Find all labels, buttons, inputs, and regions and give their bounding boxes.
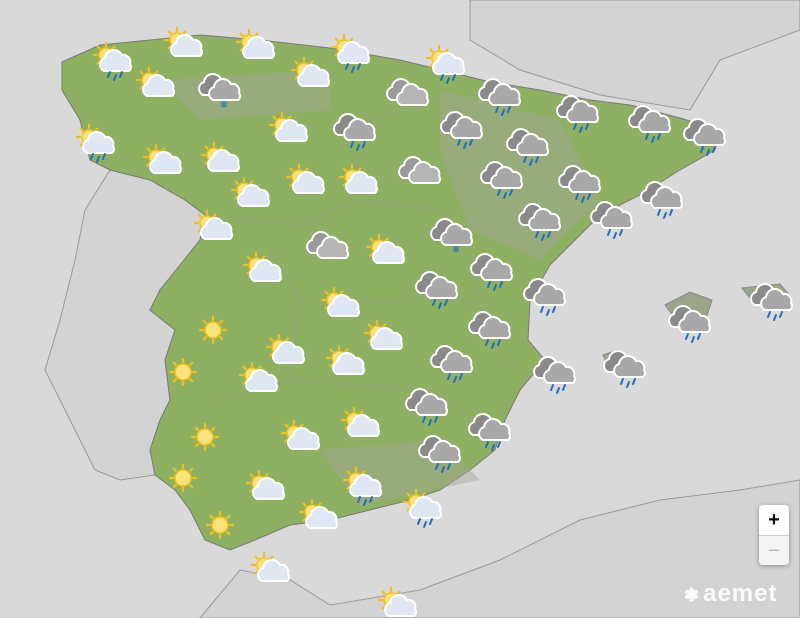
zoom-out-button[interactable]: − bbox=[759, 535, 789, 565]
cloud-rain-icon[interactable] bbox=[603, 350, 646, 388]
sun-cloud-icon[interactable] bbox=[200, 141, 240, 172]
sun-cloud-rain-icon[interactable] bbox=[425, 44, 465, 84]
sun-cloud-icon[interactable] bbox=[163, 26, 203, 57]
zoom-control: + − bbox=[759, 505, 789, 565]
sun-cloud-icon[interactable] bbox=[298, 498, 338, 529]
cloud-rain-icon[interactable] bbox=[558, 165, 601, 203]
cloud-rain-icon[interactable] bbox=[518, 203, 561, 241]
cloud-rain-icon[interactable] bbox=[480, 161, 523, 199]
cloud-rain-icon[interactable] bbox=[556, 95, 599, 133]
cloud-rain-icon[interactable] bbox=[478, 78, 521, 116]
sun-cloud-rain-icon[interactable] bbox=[330, 33, 370, 73]
sun-icon[interactable] bbox=[198, 315, 228, 345]
sun-cloud-rain-icon[interactable] bbox=[342, 466, 382, 506]
cloud-snow-icon[interactable]: ❄ bbox=[198, 73, 241, 111]
cloud-icon[interactable] bbox=[386, 78, 429, 106]
sun-cloud-icon[interactable] bbox=[338, 163, 378, 194]
sun-cloud-icon[interactable] bbox=[135, 66, 175, 97]
france-land bbox=[469, 0, 800, 111]
sun-cloud-icon[interactable] bbox=[365, 233, 405, 264]
aemet-logo-icon: ❃ bbox=[684, 585, 701, 605]
cloud-rain-icon[interactable] bbox=[470, 253, 513, 291]
cloud-rain-icon[interactable] bbox=[405, 388, 448, 426]
sun-icon[interactable] bbox=[205, 510, 235, 540]
sun-cloud-icon[interactable] bbox=[325, 344, 365, 375]
sun-cloud-icon[interactable] bbox=[265, 333, 305, 364]
sun-cloud-icon[interactable] bbox=[377, 586, 417, 617]
cloud-icon[interactable] bbox=[306, 231, 349, 259]
cloud-icon[interactable] bbox=[398, 156, 441, 184]
cloud-rain-icon[interactable] bbox=[628, 105, 671, 143]
sun-icon[interactable] bbox=[168, 463, 198, 493]
cloud-rain-icon[interactable] bbox=[430, 345, 473, 383]
sun-cloud-icon[interactable] bbox=[320, 286, 360, 317]
sun-cloud-rain-icon[interactable] bbox=[92, 41, 132, 81]
sun-icon[interactable] bbox=[168, 357, 198, 387]
sun-cloud-rain-icon[interactable] bbox=[402, 488, 442, 528]
aemet-logo: ❃ aemet bbox=[684, 580, 777, 608]
cloud-rain-icon[interactable] bbox=[668, 305, 711, 343]
cloud-rain-icon[interactable] bbox=[683, 118, 726, 156]
sun-icon[interactable] bbox=[190, 422, 220, 452]
cloud-rain-icon[interactable] bbox=[440, 111, 483, 149]
cloud-rain-icon[interactable] bbox=[468, 311, 511, 349]
sun-cloud-icon[interactable] bbox=[290, 56, 330, 87]
sun-cloud-icon[interactable] bbox=[250, 551, 290, 582]
sun-cloud-icon[interactable] bbox=[238, 361, 278, 392]
sun-cloud-icon[interactable] bbox=[193, 209, 233, 240]
sun-cloud-icon[interactable] bbox=[235, 28, 275, 59]
cloud-rain-icon[interactable] bbox=[590, 201, 633, 239]
sun-cloud-rain-icon[interactable] bbox=[75, 123, 115, 163]
cloud-snow-icon[interactable]: ❄ bbox=[430, 218, 473, 256]
cloud-rain-icon[interactable] bbox=[468, 413, 511, 451]
cloud-rain-icon[interactable] bbox=[333, 113, 376, 151]
cloud-rain-icon[interactable] bbox=[523, 278, 566, 316]
sun-cloud-icon[interactable] bbox=[340, 406, 380, 437]
sun-cloud-icon[interactable] bbox=[242, 251, 282, 282]
sun-cloud-icon[interactable] bbox=[230, 176, 270, 207]
svg-text:❄: ❄ bbox=[220, 100, 228, 111]
sun-cloud-icon[interactable] bbox=[280, 419, 320, 450]
zoom-in-button[interactable]: + bbox=[768, 509, 780, 531]
sun-cloud-icon[interactable] bbox=[268, 111, 308, 142]
svg-text:❄: ❄ bbox=[452, 245, 460, 256]
cloud-rain-icon[interactable] bbox=[418, 435, 461, 473]
sun-cloud-icon[interactable] bbox=[142, 143, 182, 174]
sun-cloud-icon[interactable] bbox=[245, 469, 285, 500]
cloud-rain-icon[interactable] bbox=[533, 356, 576, 394]
logo-text: aemet bbox=[703, 580, 778, 607]
cloud-rain-icon[interactable] bbox=[415, 271, 458, 309]
cloud-rain-icon[interactable] bbox=[640, 181, 683, 219]
cloud-rain-icon[interactable] bbox=[506, 128, 549, 166]
sun-cloud-icon[interactable] bbox=[363, 319, 403, 350]
cloud-rain-icon[interactable] bbox=[750, 283, 793, 321]
sun-cloud-icon[interactable] bbox=[285, 163, 325, 194]
